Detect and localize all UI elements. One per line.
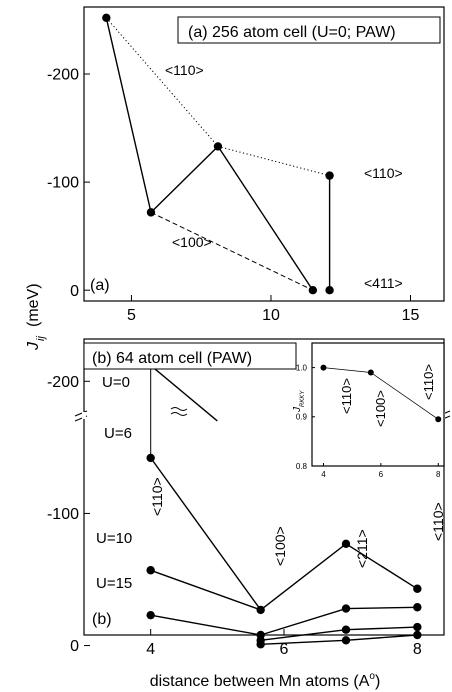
panel-b-point	[146, 566, 155, 575]
inset-x-tick-label: 4	[321, 470, 326, 479]
panel-a-point	[213, 142, 223, 151]
panel-a-x-tick-label: 10	[262, 307, 280, 324]
panel-b-u6-line	[150, 457, 262, 611]
panel-b-legend-text: (b) 64 atom cell (PAW)	[92, 350, 252, 367]
direction-label-1: <110>	[149, 477, 165, 516]
inset-y-tick-label: 1.0	[296, 363, 308, 372]
series-label-u0: U=0	[102, 374, 130, 391]
x-axis-label-end: )	[375, 673, 380, 690]
panel-b-u10-top-line	[150, 542, 418, 611]
panel-b-point	[341, 636, 351, 645]
panel-a-solid-line	[105, 17, 314, 291]
direction-label-2: <100>	[272, 526, 288, 566]
direction-label-4: <110>	[430, 502, 446, 541]
panel-a-y-tick-label: -100	[47, 175, 79, 192]
panel-a: 5 10 15 0 -100 -200 (a) 256 atom cell (U=0; P…	[47, 6, 445, 324]
panel-b-u0-line	[150, 364, 218, 422]
inset-frame	[311, 342, 445, 467]
panel-a-point	[325, 285, 334, 295]
panel-a-lines	[105, 17, 331, 291]
inset-label-3: <110>	[421, 364, 436, 400]
panel-b-point	[256, 605, 265, 615]
panel-b-y-tick-label: 0	[70, 638, 79, 655]
panel-b-point	[341, 625, 351, 634]
panel-a-ticks: 5 10 15 0 -100 -200	[47, 67, 420, 324]
panel-a-point	[146, 208, 156, 217]
inset-plot: 4 6 8 0.8 0.9 1.0 J RKKY <110> <100> <110>	[292, 342, 445, 479]
panel-a-label: (a)	[90, 277, 110, 294]
panel-a-y-tick-label: 0	[70, 283, 79, 300]
annot-a-110-right: <110>	[364, 165, 403, 181]
panel-b-ticks: 4 6 8 0 -100 -200	[47, 374, 422, 658]
panel-b-point	[256, 640, 265, 649]
x-axis-label: distance between Mn atoms (Ao)	[150, 671, 381, 690]
inset-x-tick-label: 6	[379, 470, 384, 479]
panel-b-legend-box	[83, 342, 297, 370]
annot-a-411: <411>	[364, 275, 403, 291]
axis-break-left-gap	[82, 412, 86, 419]
panel-a-point	[325, 171, 334, 180]
panel-b-point	[341, 539, 351, 549]
y-axis-label-symbol: J	[25, 341, 42, 351]
inset-y-label-symbol: J	[292, 406, 303, 413]
series-label-u15: U=15	[96, 575, 132, 592]
panel-a-frame	[83, 6, 445, 302]
panel-a-points	[102, 13, 334, 295]
x-axis-label-main: distance between Mn atoms (A	[150, 673, 370, 690]
panel-b-point	[341, 604, 351, 613]
panel-a-point	[308, 285, 318, 295]
direction-label-3: <211>	[354, 529, 370, 568]
inset-point	[320, 364, 327, 371]
inset-y-label: J RKKY	[292, 390, 306, 413]
line-break-mark	[170, 407, 188, 416]
x-axis-label-sup: o	[369, 671, 375, 682]
inset-points	[320, 364, 442, 423]
y-axis-label: J ij (meV)	[25, 283, 47, 351]
panel-b-point	[413, 622, 422, 632]
panel-a-legend-text: (a) 256 atom cell (U=0; PAW)	[188, 24, 396, 41]
series-label-u6: U=6	[104, 425, 132, 442]
inset-label-2: <100>	[373, 390, 388, 427]
panel-b-point	[146, 610, 155, 620]
series-label-u10: U=10	[96, 530, 132, 547]
inset-y-label-subscript: RKKY	[300, 390, 306, 407]
inset-ticks: 4 6 8 0.8 0.9 1.0	[296, 363, 441, 479]
panel-a-x-tick-label: 5	[127, 307, 136, 324]
inset-x-tick-label: 8	[436, 470, 441, 479]
inset-y-tick-label: 0.9	[296, 413, 308, 422]
inset-point	[367, 369, 374, 376]
y-axis-label-subscript: ij	[35, 336, 47, 341]
panel-b-lower-line-3	[260, 634, 418, 645]
inset-point	[435, 416, 442, 423]
panel-a-x-tick-label: 15	[402, 307, 420, 324]
y-axis-label-unit: (meV)	[25, 283, 42, 327]
panel-b-y-tick-label: -100	[47, 506, 79, 523]
panel-b-u15-line	[150, 614, 261, 636]
panel-a-dashed-line	[150, 211, 314, 291]
panel-b: 4 6 80-100-200 (b) 64 atom cell (PAW) (b) …	[47, 338, 451, 690]
panel-a-legend-box	[177, 16, 441, 44]
panel-b-points	[146, 361, 422, 649]
inset-y-tick-label: 0.8	[296, 462, 308, 471]
panel-b-point	[146, 453, 155, 463]
panel-b-x-tick-label: 6	[280, 641, 289, 658]
panel-b-y-tick-label: -200	[47, 374, 79, 391]
panel-a-y-tick-label: -200	[47, 67, 79, 84]
panel-b-point	[413, 603, 422, 612]
panel-a-point	[102, 13, 111, 23]
annot-a-100: <100>	[172, 234, 212, 250]
panel-b-x-tick-label: 4	[146, 641, 155, 658]
inset-label-1: <110>	[339, 378, 354, 414]
panel-b-label: (b)	[92, 611, 112, 628]
panel-b-x-tick-label: 8	[413, 641, 422, 658]
panel-b-point	[413, 630, 422, 640]
annot-a-110-top: <110>	[165, 62, 204, 78]
panel-b-point	[413, 584, 422, 593]
